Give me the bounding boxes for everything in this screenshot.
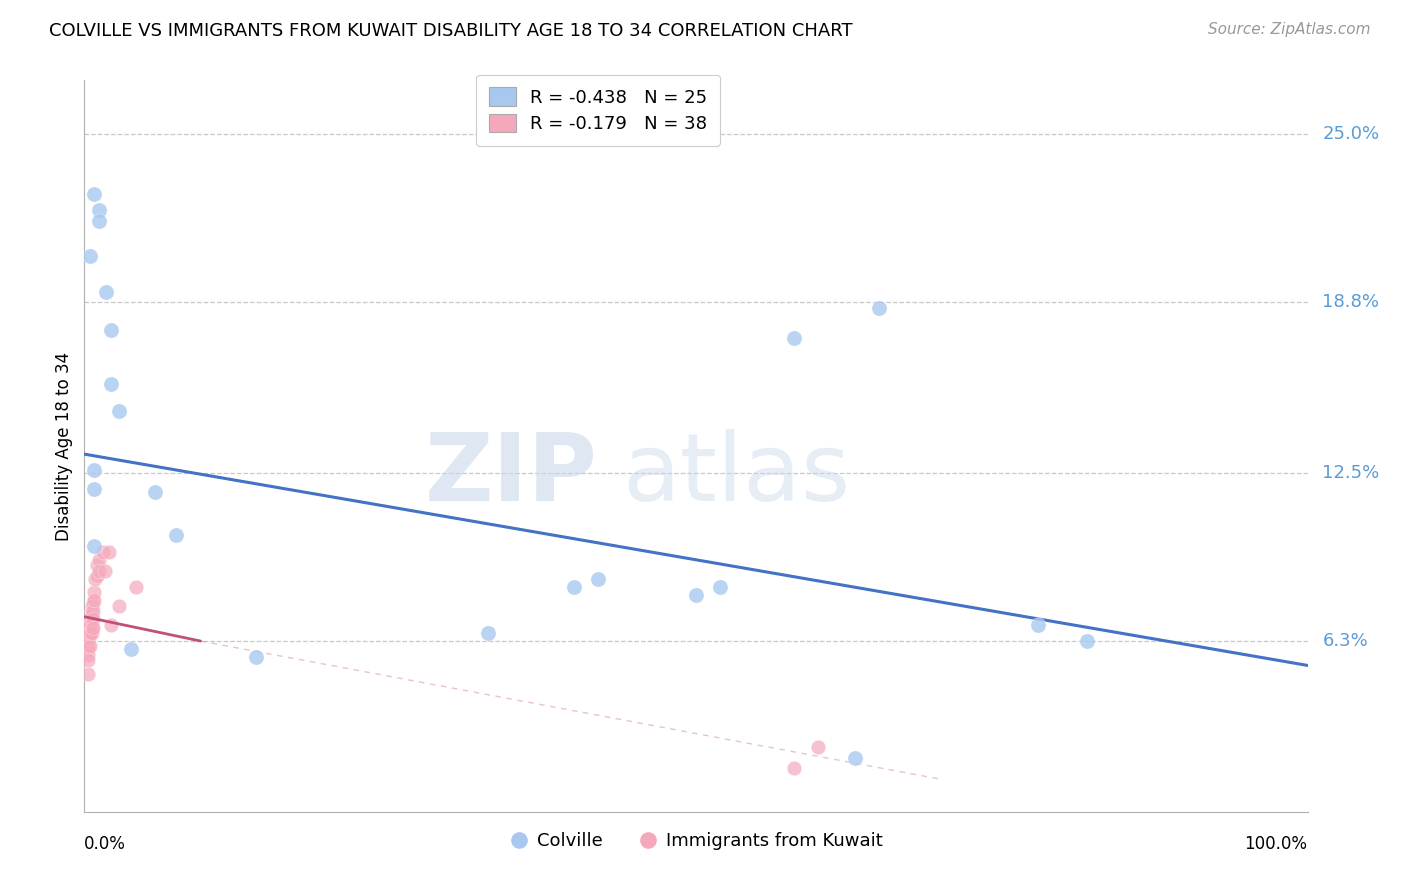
Point [869, 301, 891, 315]
Point [807, 739, 830, 754]
Point [685, 588, 707, 602]
Point [709, 580, 731, 594]
Point [77, 626, 100, 640]
Point [87, 553, 110, 567]
Point [107, 599, 129, 613]
Point [83, 593, 105, 607]
Point [562, 580, 585, 594]
Point [83, 539, 105, 553]
Point [79, 617, 101, 632]
Point [79, 626, 101, 640]
Y-axis label: Disability Age 18 to 34: Disability Age 18 to 34 [55, 351, 73, 541]
Point [87, 214, 110, 228]
Point [80, 626, 103, 640]
Point [82, 604, 104, 618]
Point [107, 404, 129, 418]
Point [77, 632, 100, 646]
Point [79, 607, 101, 621]
Point [77, 632, 100, 646]
Text: 100.0%: 100.0% [1244, 835, 1308, 853]
Point [97, 544, 120, 558]
Text: ZIP: ZIP [425, 429, 598, 521]
Point [100, 376, 122, 391]
Point [143, 485, 166, 500]
Point [96, 285, 118, 299]
Point [84, 572, 107, 586]
Legend: Colville, Immigrants from Kuwait: Colville, Immigrants from Kuwait [502, 825, 890, 857]
Point [1028, 617, 1050, 632]
Text: Source: ZipAtlas.com: Source: ZipAtlas.com [1208, 22, 1371, 37]
Text: 12.5%: 12.5% [1322, 464, 1379, 482]
Point [86, 558, 108, 573]
Point [79, 612, 101, 626]
Point [844, 750, 866, 764]
Point [79, 249, 101, 263]
Point [783, 331, 806, 345]
Point [83, 187, 105, 202]
Point [80, 599, 103, 613]
Point [783, 761, 806, 775]
Point [83, 483, 105, 497]
Point [165, 528, 187, 542]
Point [77, 617, 100, 632]
Point [77, 648, 100, 662]
Text: COLVILLE VS IMMIGRANTS FROM KUWAIT DISABILITY AGE 18 TO 34 CORRELATION CHART: COLVILLE VS IMMIGRANTS FROM KUWAIT DISAB… [49, 22, 853, 40]
Point [125, 580, 148, 594]
Point [82, 596, 104, 610]
Point [1076, 634, 1098, 648]
Point [80, 607, 103, 621]
Text: 0.0%: 0.0% [84, 835, 127, 853]
Point [80, 617, 103, 632]
Point [586, 572, 609, 586]
Point [94, 564, 117, 578]
Point [77, 666, 100, 681]
Point [77, 642, 100, 657]
Point [120, 642, 142, 657]
Point [79, 640, 101, 654]
Text: 18.8%: 18.8% [1322, 293, 1379, 311]
Point [82, 612, 104, 626]
Point [100, 322, 122, 336]
Point [91, 544, 114, 558]
Point [100, 617, 122, 632]
Point [77, 637, 100, 651]
Text: 6.3%: 6.3% [1322, 632, 1368, 650]
Point [477, 626, 499, 640]
Point [87, 203, 110, 218]
Point [82, 620, 104, 634]
Point [77, 626, 100, 640]
Text: 25.0%: 25.0% [1322, 126, 1379, 144]
Point [245, 650, 267, 665]
Text: atlas: atlas [623, 429, 851, 521]
Point [86, 569, 108, 583]
Point [83, 585, 105, 599]
Point [77, 653, 100, 667]
Point [83, 463, 105, 477]
Point [87, 564, 110, 578]
